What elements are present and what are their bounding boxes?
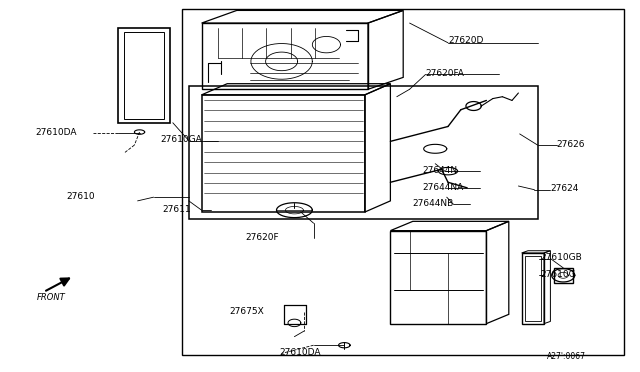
Text: 27610DA: 27610DA [279,348,321,357]
Text: 27610GA: 27610GA [160,135,202,144]
Text: 27610: 27610 [66,192,95,201]
Text: 27610GB: 27610GB [541,253,582,262]
Text: 27610G: 27610G [541,270,577,279]
Text: 27644NA: 27644NA [422,183,463,192]
Text: 27675X: 27675X [229,307,264,316]
Text: 27620FA: 27620FA [426,69,465,78]
Text: 27624: 27624 [550,185,579,193]
Text: 27611: 27611 [162,205,191,214]
Text: 27620F: 27620F [245,233,279,242]
Text: 27644NB: 27644NB [413,199,454,208]
Text: FRONT: FRONT [37,293,66,302]
Text: 27610DA: 27610DA [35,128,77,137]
Text: A27':0067: A27':0067 [547,352,586,361]
Text: 27626: 27626 [557,140,586,149]
Text: 27620D: 27620D [448,36,483,45]
Bar [182,9,624,355]
Text: 27644N: 27644N [422,166,458,175]
